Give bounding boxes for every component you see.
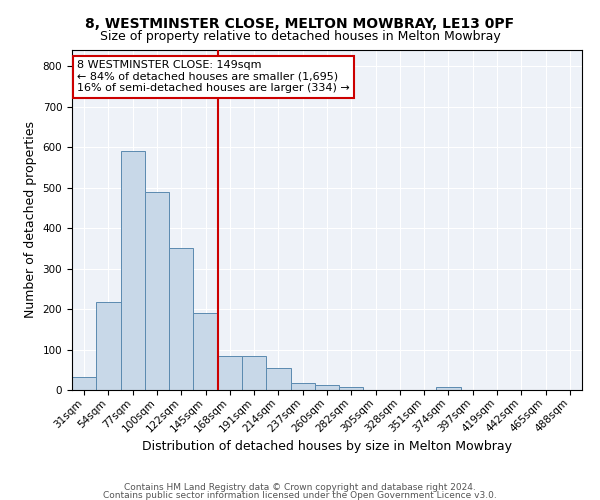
Bar (436, 387, 461, 390)
Bar (339, 387, 364, 390)
Bar (169, 248, 193, 390)
Bar (121, 151, 145, 390)
Bar (72, 377, 96, 390)
Text: Contains HM Land Registry data © Crown copyright and database right 2024.: Contains HM Land Registry data © Crown c… (124, 484, 476, 492)
X-axis label: Distribution of detached houses by size in Melton Mowbray: Distribution of detached houses by size … (142, 440, 512, 453)
Bar (315, 384, 339, 390)
Bar (96, 302, 121, 390)
Bar (266, 368, 290, 390)
Bar (193, 313, 218, 390)
Bar (290, 382, 315, 390)
Bar (145, 192, 169, 390)
Bar (242, 356, 266, 390)
Text: 8 WESTMINSTER CLOSE: 149sqm
← 84% of detached houses are smaller (1,695)
16% of : 8 WESTMINSTER CLOSE: 149sqm ← 84% of det… (77, 60, 350, 94)
Text: 8, WESTMINSTER CLOSE, MELTON MOWBRAY, LE13 0PF: 8, WESTMINSTER CLOSE, MELTON MOWBRAY, LE… (85, 18, 515, 32)
Text: Contains public sector information licensed under the Open Government Licence v3: Contains public sector information licen… (103, 491, 497, 500)
Bar (218, 356, 242, 390)
Text: Size of property relative to detached houses in Melton Mowbray: Size of property relative to detached ho… (100, 30, 500, 43)
Y-axis label: Number of detached properties: Number of detached properties (24, 122, 37, 318)
